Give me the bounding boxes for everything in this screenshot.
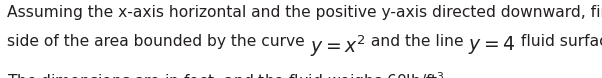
Text: side of the area bounded by the curve: side of the area bounded by the curve xyxy=(7,34,310,49)
Text: fluid surface at: fluid surface at xyxy=(515,34,602,49)
Text: Assuming the x-axis horizontal and the positive y-axis directed downward, find t: Assuming the x-axis horizontal and the p… xyxy=(7,5,602,20)
Text: $y = x^{2}$: $y = x^{2}$ xyxy=(310,34,365,59)
Text: and the line: and the line xyxy=(365,34,468,49)
Text: The dimensions are in feet, and the fluid weighs 60lb/ft$^{3}$: The dimensions are in feet, and the flui… xyxy=(7,70,445,78)
Text: $y = 4$: $y = 4$ xyxy=(468,34,515,56)
